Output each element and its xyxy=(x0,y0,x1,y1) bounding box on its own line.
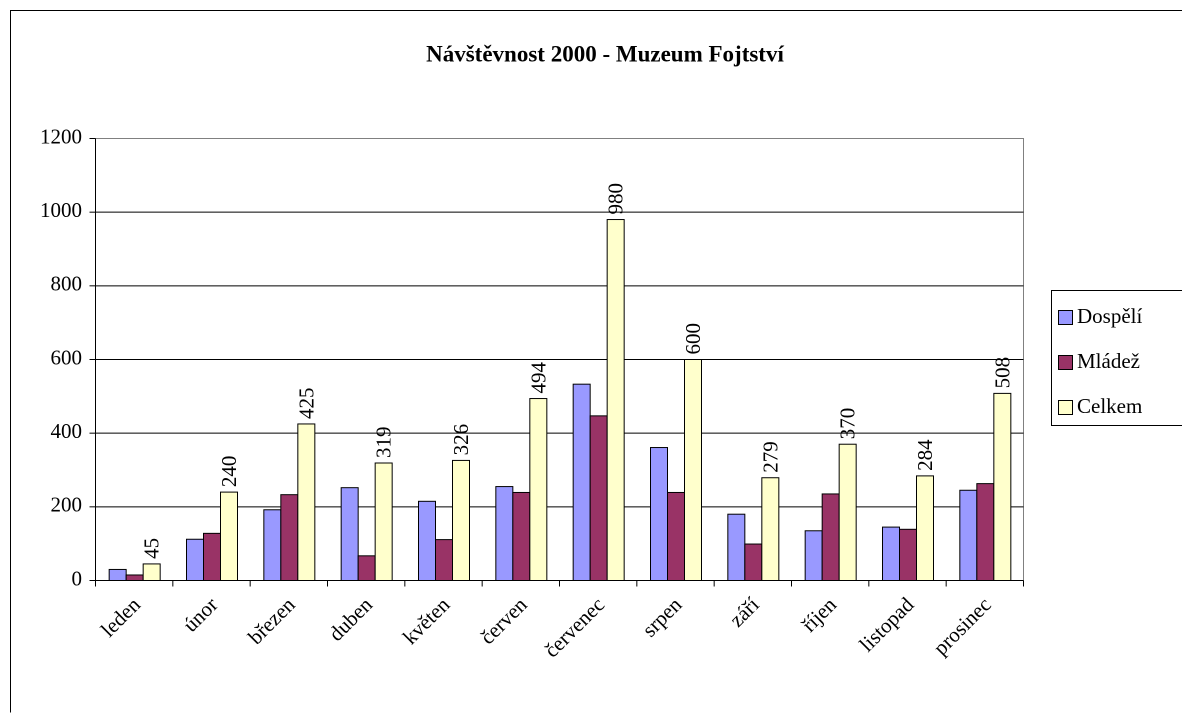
x-tick-label: listopad xyxy=(854,592,918,656)
bar xyxy=(572,383,591,582)
x-tick-label: únor xyxy=(178,592,222,636)
data-label: 284 xyxy=(913,439,937,471)
y-tick-label: 200 xyxy=(51,493,83,517)
y-tick-label: 1200 xyxy=(40,124,82,148)
bar xyxy=(838,443,857,582)
data-label: 240 xyxy=(217,456,241,488)
legend-swatch xyxy=(1058,310,1073,325)
bar xyxy=(495,486,514,582)
y-tick-label: 600 xyxy=(51,345,83,369)
chart-border xyxy=(10,10,1182,713)
data-label: 370 xyxy=(836,408,860,440)
y-tick-label: 400 xyxy=(51,419,83,443)
bar xyxy=(959,489,978,581)
bar xyxy=(761,477,780,581)
y-tick-label: 0 xyxy=(72,566,83,590)
bar xyxy=(684,359,702,581)
data-label: 319 xyxy=(372,427,396,459)
bar xyxy=(993,392,1012,581)
bar xyxy=(512,491,531,581)
x-tick-label: květen xyxy=(398,592,455,649)
x-tick-label: duben xyxy=(324,592,378,646)
bar xyxy=(452,459,470,582)
data-label: 326 xyxy=(449,424,473,456)
legend-swatch xyxy=(1058,400,1073,415)
bar xyxy=(108,568,127,582)
y-tick-label: 1000 xyxy=(40,198,82,222)
data-label: 279 xyxy=(758,441,782,473)
x-tick-label: září xyxy=(725,592,764,631)
bar xyxy=(142,563,161,581)
bar xyxy=(804,530,823,582)
x-tick-label: srpen xyxy=(637,592,686,641)
data-label: 494 xyxy=(526,362,550,394)
bar xyxy=(340,487,359,581)
data-label: 45 xyxy=(140,538,164,559)
data-label: 980 xyxy=(604,183,628,215)
bar xyxy=(899,528,917,582)
bar xyxy=(125,574,144,581)
bar xyxy=(589,415,608,582)
bar xyxy=(297,423,316,582)
bar xyxy=(916,475,934,582)
data-label: 425 xyxy=(294,387,318,419)
bar xyxy=(435,539,453,581)
data-label: 508 xyxy=(990,357,1014,388)
bar xyxy=(882,526,900,582)
bar xyxy=(727,513,746,582)
x-tick-label: červen xyxy=(475,592,532,649)
bar xyxy=(744,543,763,581)
bar xyxy=(418,500,436,581)
legend-label: Celkem xyxy=(1077,394,1142,418)
bar xyxy=(667,491,685,581)
x-tick-label: říjen xyxy=(797,592,842,637)
legend-label: Dospělí xyxy=(1077,304,1142,328)
legend-box xyxy=(1051,290,1182,426)
data-label: 600 xyxy=(681,323,705,355)
x-tick-label: červenec xyxy=(539,592,609,662)
x-tick-label: prosinec xyxy=(928,592,995,659)
bar xyxy=(203,532,221,581)
legend-label: Mládež xyxy=(1077,349,1140,373)
y-tick-label: 800 xyxy=(51,272,83,296)
bar xyxy=(374,462,393,582)
bar xyxy=(529,398,548,581)
bar xyxy=(357,555,376,581)
bar xyxy=(263,509,282,581)
chart-title: Návštěvnost 2000 - Muzeum Fojtství xyxy=(426,41,784,66)
bar xyxy=(280,494,299,582)
x-tick-label: leden xyxy=(96,592,145,641)
x-tick-label: březen xyxy=(243,592,300,649)
bar xyxy=(650,447,668,582)
bar xyxy=(821,493,840,582)
legend-swatch xyxy=(1058,355,1073,370)
bar xyxy=(220,491,238,582)
bar xyxy=(606,219,625,582)
bar xyxy=(186,538,204,581)
bar xyxy=(976,483,995,581)
